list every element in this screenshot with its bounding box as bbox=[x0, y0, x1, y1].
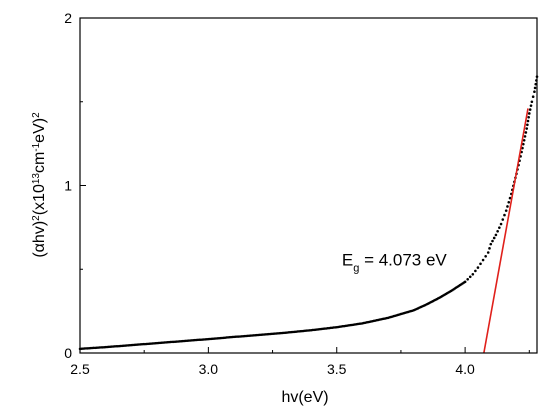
data-point bbox=[526, 123, 529, 127]
ylabel-part-8: eV) bbox=[31, 118, 48, 143]
bandgap-annotation: Eg = 4.073 eV bbox=[342, 251, 448, 275]
x-tick-label: 3.0 bbox=[199, 361, 219, 377]
labels: 2.5 3.0 3.5 4.0 0 1 2 bbox=[64, 10, 475, 377]
y-tick-label: 2 bbox=[64, 10, 72, 26]
data-point bbox=[466, 278, 469, 281]
annotation-rest: = 4.073 eV bbox=[359, 251, 447, 270]
ylabel-part-2: hv) bbox=[31, 221, 48, 243]
data-point bbox=[484, 254, 487, 258]
x-tick-label: 4.0 bbox=[455, 361, 475, 377]
ylabel-part-4: (x10 bbox=[31, 184, 48, 215]
data-point bbox=[501, 218, 505, 221]
data-point bbox=[491, 239, 494, 243]
data-point bbox=[498, 226, 501, 229]
linear-fit-line bbox=[483, 108, 529, 354]
data-point bbox=[526, 119, 530, 123]
data-point bbox=[531, 95, 535, 99]
y-tick-label: 1 bbox=[64, 178, 72, 194]
data-point bbox=[507, 200, 511, 204]
data-point bbox=[481, 258, 485, 262]
data-point bbox=[474, 269, 477, 273]
data-point bbox=[496, 229, 499, 233]
data-point bbox=[506, 205, 509, 208]
data-point bbox=[523, 135, 527, 138]
data-point bbox=[494, 233, 498, 237]
data-point bbox=[508, 196, 512, 200]
data-point bbox=[527, 115, 530, 119]
data-point bbox=[488, 247, 491, 250]
data-point bbox=[486, 251, 490, 254]
data-point bbox=[479, 262, 482, 266]
data-point bbox=[468, 275, 472, 279]
ylabel-part-0: ( bbox=[31, 252, 48, 258]
data-point bbox=[489, 242, 493, 246]
data-point bbox=[503, 213, 506, 217]
data-point bbox=[471, 272, 475, 276]
data-point bbox=[463, 280, 467, 284]
ylabel-part-1: α bbox=[31, 243, 48, 252]
data-point bbox=[530, 100, 534, 104]
data-point bbox=[533, 86, 537, 90]
ylabel-part-3: 2 bbox=[31, 215, 42, 221]
y-axis-title: (αhv)2(x1013cm-1eV)2 bbox=[31, 112, 49, 258]
annotation-main: E bbox=[342, 251, 353, 270]
data-point bbox=[525, 127, 529, 130]
ticks bbox=[79, 17, 530, 354]
annotation-sub: g bbox=[353, 263, 359, 275]
x-axis-title: hv(eV) bbox=[281, 389, 328, 406]
x-tick-label: 3.5 bbox=[327, 361, 347, 377]
plot-frame bbox=[79, 17, 538, 354]
ylabel-part-6: cm bbox=[31, 152, 48, 173]
ylabel-part-5: 13 bbox=[31, 173, 42, 185]
data-point bbox=[529, 104, 533, 107]
y-tick-label: 0 bbox=[64, 345, 72, 361]
linear-fit-line-group bbox=[483, 108, 529, 354]
ylabel-part-7: -1 bbox=[31, 142, 42, 151]
data-point bbox=[476, 266, 480, 269]
data-point bbox=[521, 146, 524, 150]
data-point bbox=[522, 142, 525, 146]
data-point bbox=[534, 82, 538, 86]
data-point bbox=[499, 222, 503, 226]
axes bbox=[79, 17, 538, 354]
data-points-series bbox=[78, 75, 539, 351]
ylabel-part-9: 2 bbox=[31, 112, 42, 118]
data-point bbox=[524, 131, 528, 134]
data-point bbox=[492, 236, 496, 240]
data-point bbox=[522, 138, 526, 142]
data-point bbox=[504, 209, 508, 212]
data-point bbox=[528, 108, 532, 111]
x-tick-label: 2.5 bbox=[70, 361, 90, 377]
data-point bbox=[527, 112, 531, 115]
data-point bbox=[533, 90, 536, 93]
